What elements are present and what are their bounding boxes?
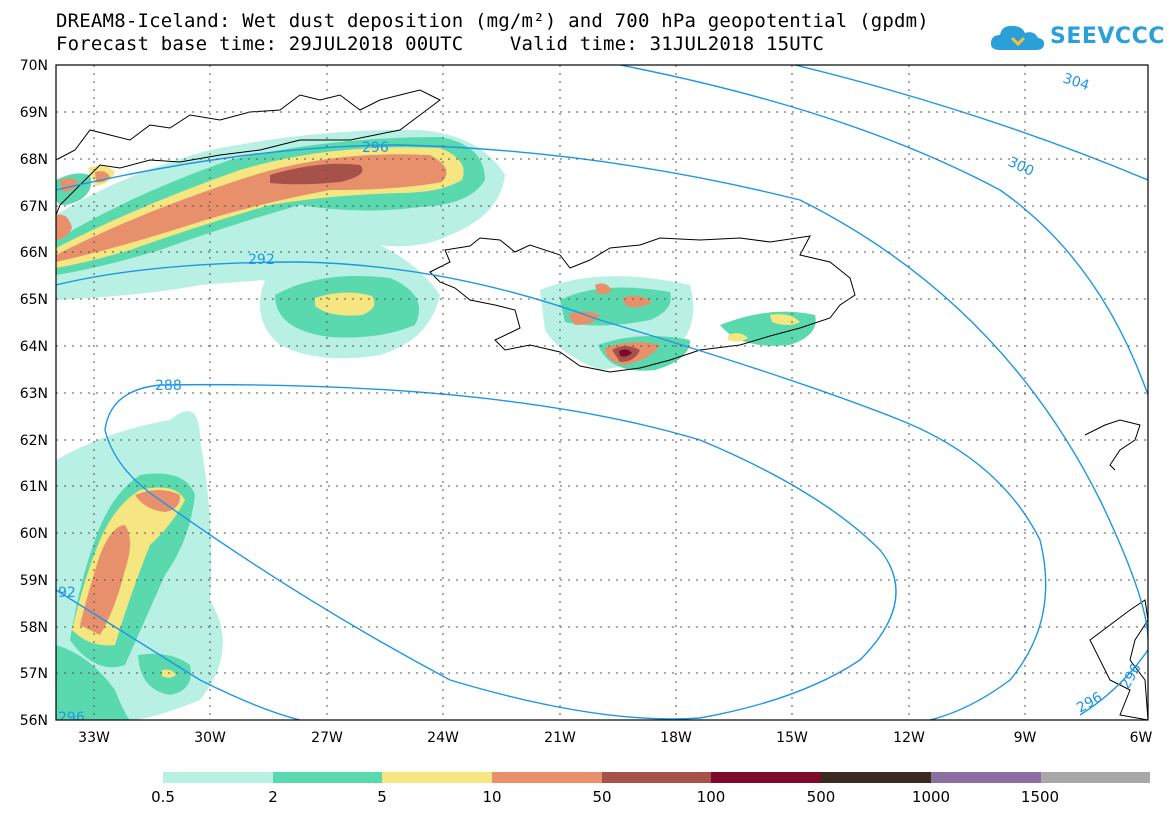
- legend-label: 500: [806, 788, 836, 806]
- greenland-coast: [56, 89, 441, 216]
- contour-label-296: 296: [362, 140, 389, 156]
- lon-label: 21W: [544, 730, 576, 746]
- lon-label: 15W: [776, 730, 808, 746]
- lat-label: 62N: [20, 433, 48, 449]
- contour-304: [794, 65, 1148, 181]
- contour-label-288: 288: [155, 378, 182, 394]
- contour-296-north: [56, 144, 1148, 641]
- iceland-coast: [429, 235, 856, 373]
- contour-label-296-se2: 296: [1118, 661, 1145, 692]
- contour-292-sw: [56, 589, 301, 720]
- legend-swatch: [1040, 772, 1151, 783]
- legend-swatch: [382, 772, 493, 783]
- lon-label: 9W: [1014, 730, 1037, 746]
- seevccc-logo: SEEVCCC: [988, 20, 1164, 56]
- dust-region-50: [270, 163, 363, 185]
- map-frame: [55, 64, 1149, 721]
- lat-label: 67N: [20, 199, 48, 215]
- map-plot-area: 304 300 296 292 288 92 296 296 296: [56, 65, 1148, 726]
- longitude-labels: 33W 30W 27W 24W 21W 18W 15W 12W 9W 6W: [78, 730, 1152, 746]
- legend-label: 2: [268, 788, 278, 806]
- lon-label: 6W: [1130, 730, 1153, 746]
- graticule: [56, 65, 1148, 720]
- legend-swatch: [930, 772, 1041, 783]
- contour-label-304: 304: [1061, 71, 1091, 95]
- lon-label: 30W: [194, 730, 226, 746]
- geopotential-contours: [56, 65, 1148, 720]
- legend-swatch: [711, 772, 822, 783]
- legend-swatch: [601, 772, 712, 783]
- legend-swatch: [821, 772, 931, 783]
- contour-292: [56, 261, 1047, 720]
- latitude-labels: 70N 69N 68N 67N 66N 65N 64N 63N 62N 61N …: [20, 58, 48, 729]
- dust-region-10: [56, 154, 447, 262]
- legend-label: 1500: [1020, 788, 1060, 806]
- lon-label: 18W: [660, 730, 692, 746]
- coastlines: [56, 89, 1148, 720]
- norway-coast: [1089, 599, 1148, 720]
- map-title-line-2: Forecast base time: 29JUL2018 00UTC Vali…: [56, 33, 825, 55]
- lon-label: 12W: [893, 730, 925, 746]
- lat-label: 63N: [20, 386, 48, 402]
- lat-label: 65N: [20, 292, 48, 308]
- lat-label: 56N: [20, 713, 48, 729]
- contour-label-296-se: 296: [1074, 689, 1105, 716]
- lat-label: 58N: [20, 620, 48, 636]
- legend-swatch: [272, 772, 383, 783]
- lat-label: 70N: [20, 58, 48, 74]
- lat-label: 66N: [20, 245, 48, 261]
- lon-label: 27W: [311, 730, 343, 746]
- contour-288: [104, 383, 897, 720]
- lat-label: 64N: [20, 339, 48, 355]
- logo-text: SEEVCCC: [1050, 24, 1165, 49]
- lat-label: 68N: [20, 152, 48, 168]
- lon-label: 24W: [427, 730, 459, 746]
- legend-swatch: [492, 772, 602, 783]
- map-title-line-1: DREAM8-Iceland: Wet dust deposition (mg/…: [56, 10, 929, 32]
- legend-label: 50: [592, 788, 612, 806]
- legend-label: 0.5: [151, 788, 175, 806]
- legend-colorbar: [163, 772, 1151, 783]
- legend-label: 5: [377, 788, 387, 806]
- lon-label: 33W: [78, 730, 110, 746]
- faroe-coast: [1084, 419, 1141, 471]
- lat-label: 60N: [20, 526, 48, 542]
- contour-296-se: [1079, 649, 1148, 716]
- legend-swatch: [163, 772, 273, 783]
- lat-label: 57N: [20, 666, 48, 682]
- cloud-icon: [990, 25, 1045, 50]
- contour-label-296-sw: 296: [58, 710, 85, 726]
- lat-label: 61N: [20, 479, 48, 495]
- lat-label: 69N: [20, 105, 48, 121]
- contour-label-292: 292: [248, 252, 275, 268]
- contour-label-300: 300: [1005, 154, 1036, 180]
- contour-300: [619, 65, 1148, 396]
- legend-label: 100: [696, 788, 726, 806]
- legend-label: 10: [482, 788, 502, 806]
- legend-label: 1000: [911, 788, 951, 806]
- lat-label: 59N: [20, 573, 48, 589]
- contour-label-92: 92: [58, 585, 76, 601]
- dust-deposition-field: [56, 129, 816, 720]
